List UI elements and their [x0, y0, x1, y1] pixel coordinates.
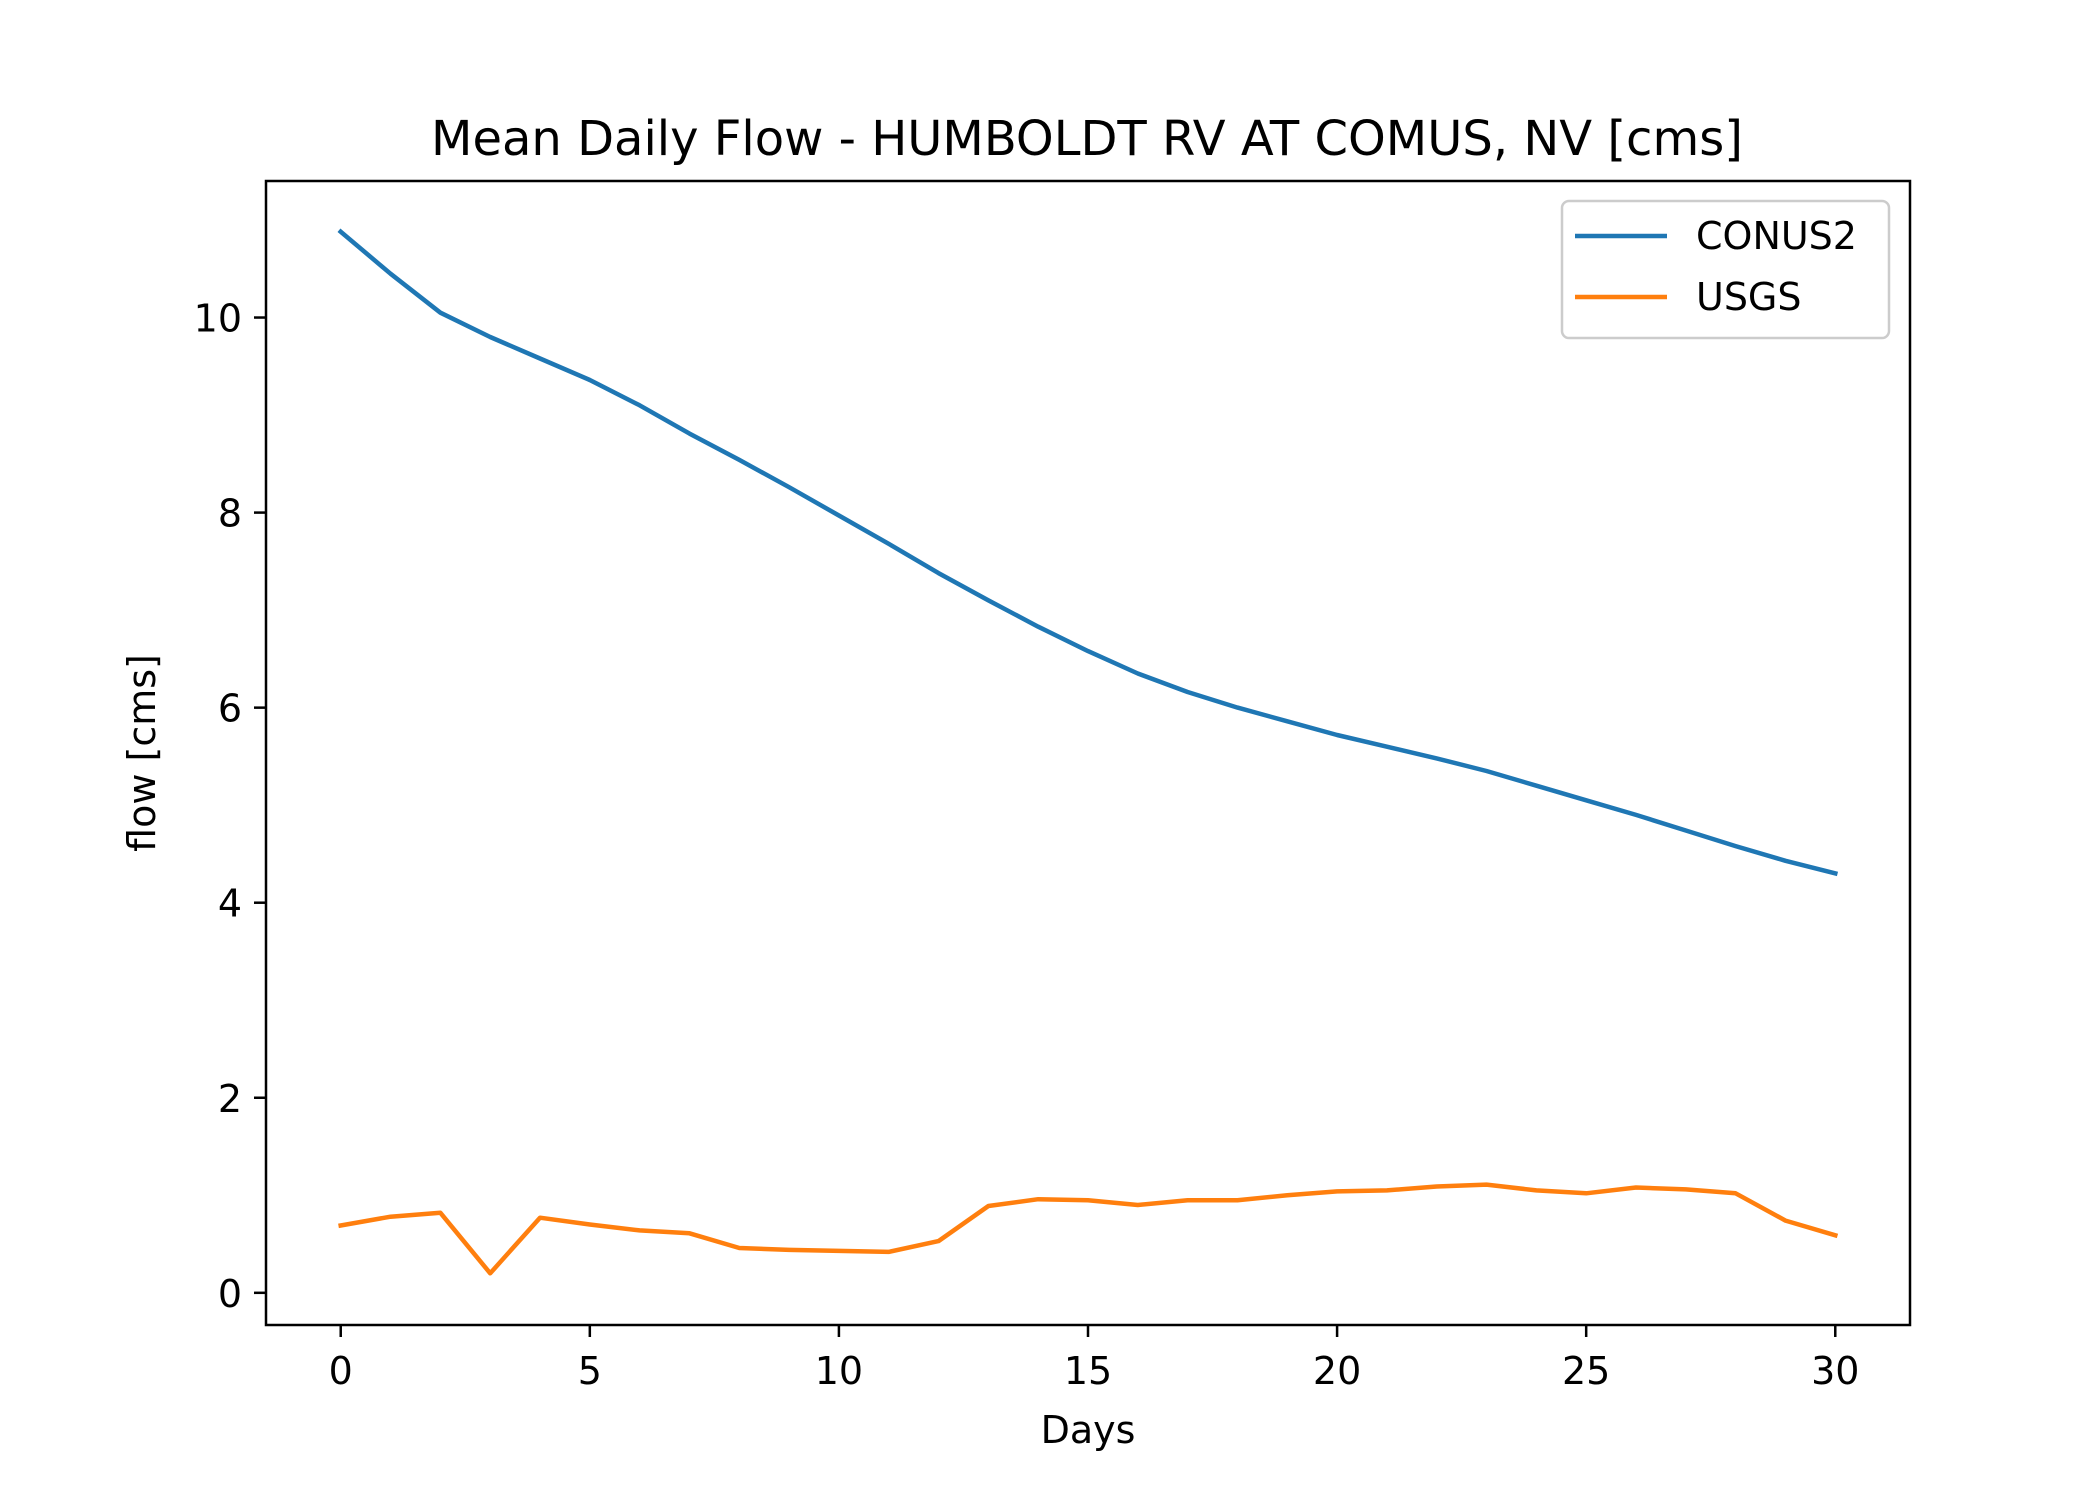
x-tick-label-5: 5 [578, 1349, 602, 1393]
series-line-usgs [338, 1182, 1839, 1276]
legend-label-conus2: CONUS2 [1696, 214, 1857, 258]
x-axis: 0 5 10 15 20 25 30 [329, 1325, 1859, 1393]
y-tick-label-10: 10 [194, 297, 242, 341]
y-axis-label: flow [cms] [120, 654, 164, 852]
x-tick-label-20: 20 [1313, 1349, 1361, 1393]
chart-title: Mean Daily Flow - HUMBOLDT RV AT COMUS, … [431, 111, 1743, 167]
y-tick-label-4: 4 [218, 882, 242, 926]
series-lines [337, 228, 1839, 1276]
legend: CONUS2 USGS [1560, 199, 1891, 340]
y-axis: 0 2 4 6 8 10 [194, 297, 266, 1316]
x-tick-label-15: 15 [1064, 1349, 1112, 1393]
y-tick-label-8: 8 [218, 492, 242, 536]
x-tick-label-30: 30 [1811, 1349, 1859, 1393]
y-tick-label-6: 6 [218, 687, 242, 731]
x-tick-label-10: 10 [815, 1349, 863, 1393]
series-line-conus2 [337, 228, 1839, 877]
x-tick-label-0: 0 [329, 1349, 353, 1393]
y-tick-label-0: 0 [218, 1272, 242, 1316]
x-axis-label: Days [1041, 1408, 1136, 1452]
x-tick-label-25: 25 [1562, 1349, 1610, 1393]
y-tick-label-2: 2 [218, 1077, 242, 1121]
legend-label-usgs: USGS [1696, 275, 1802, 319]
